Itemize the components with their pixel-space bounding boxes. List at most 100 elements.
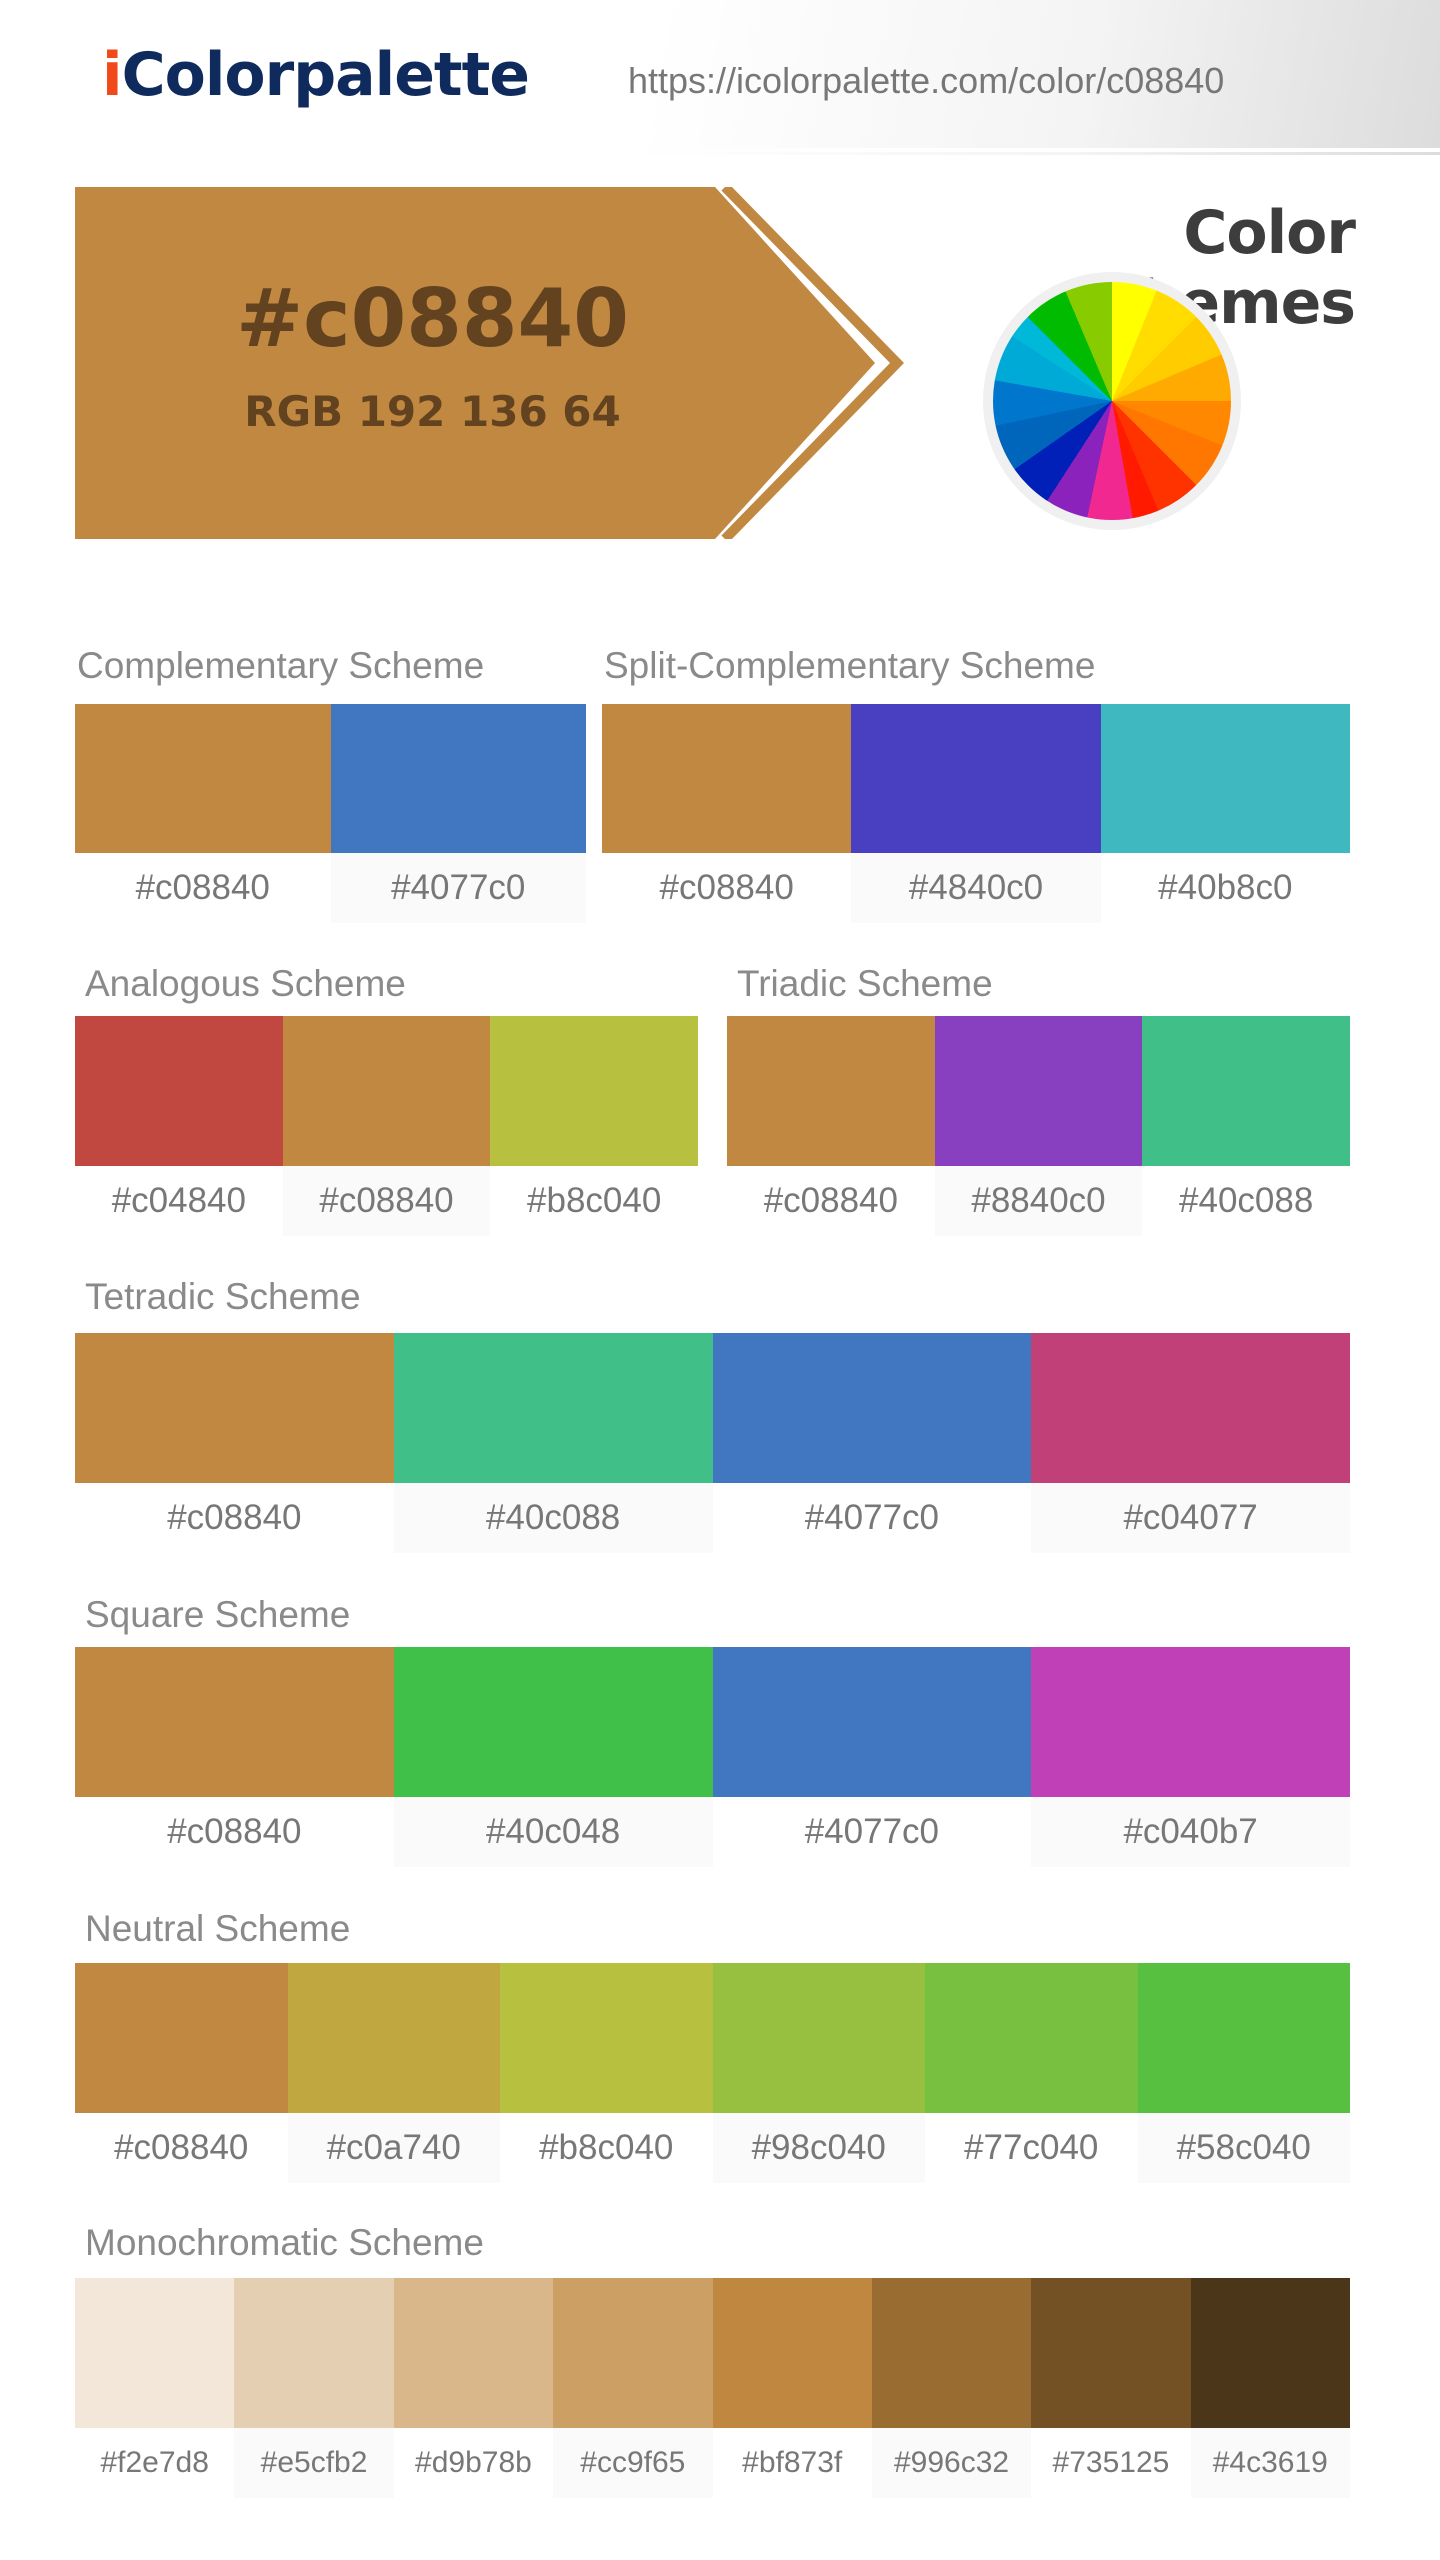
color-swatch[interactable] xyxy=(712,1333,1032,1483)
color-swatch[interactable] xyxy=(712,2278,872,2428)
color-swatch[interactable] xyxy=(1031,1333,1350,1483)
swatch-hex-label[interactable]: #4840c0 xyxy=(851,853,1101,923)
swatch-cell[interactable]: #c08840 xyxy=(75,1647,394,1867)
swatch-hex-label[interactable]: #98c040 xyxy=(712,2113,925,2183)
swatch-cell[interactable]: #d9b78b xyxy=(393,2278,554,2498)
swatch-cell[interactable]: #c08840 xyxy=(727,1016,935,1236)
swatch-cell[interactable]: #c0a740 xyxy=(287,1963,500,2183)
color-swatch[interactable] xyxy=(75,1963,288,2113)
logo[interactable]: iColorpalette xyxy=(102,40,530,110)
swatch-hex-label[interactable]: #b8c040 xyxy=(539,2128,674,2167)
swatch-cell[interactable]: #4077c0 xyxy=(330,704,586,923)
color-swatch[interactable] xyxy=(393,2278,554,2428)
swatch-cell[interactable]: #4c3619 xyxy=(1190,2278,1350,2498)
swatch-cell[interactable]: #f2e7d8 xyxy=(75,2278,235,2498)
swatch-cell[interactable]: #c04840 xyxy=(75,1016,283,1236)
swatch-cell[interactable]: #4077c0 xyxy=(712,1647,1032,1867)
swatch-cell[interactable]: #cc9f65 xyxy=(553,2278,713,2498)
color-swatch[interactable] xyxy=(934,1016,1143,1166)
swatch-cell[interactable]: #58c040 xyxy=(1137,1963,1350,2183)
swatch-hex-label[interactable]: #4077c0 xyxy=(804,1812,940,1851)
color-swatch[interactable] xyxy=(925,1963,1138,2113)
swatch-hex-label[interactable]: #c08840 xyxy=(659,868,794,907)
color-swatch[interactable] xyxy=(393,1333,713,1483)
color-swatch[interactable] xyxy=(851,704,1101,853)
color-swatch[interactable] xyxy=(712,1963,925,2113)
swatch-hex-label[interactable]: #c08840 xyxy=(135,868,270,907)
color-swatch[interactable] xyxy=(75,1647,394,1797)
color-swatch[interactable] xyxy=(282,1016,491,1166)
swatch-cell[interactable]: #c08840 xyxy=(282,1016,491,1236)
swatch-cell[interactable]: #c08840 xyxy=(75,1963,288,2183)
color-swatch[interactable] xyxy=(75,704,331,853)
swatch-hex-label[interactable]: #bf873f xyxy=(742,2446,843,2479)
color-swatch[interactable] xyxy=(1031,1647,1350,1797)
color-swatch[interactable] xyxy=(1190,2278,1350,2428)
color-swatch[interactable] xyxy=(1137,1963,1350,2113)
swatch-cell[interactable]: #b8c040 xyxy=(490,1016,699,1236)
swatch-hex-label[interactable]: #996c32 xyxy=(871,2428,1032,2498)
swatch-hex-label[interactable]: #c08840 xyxy=(114,2128,249,2167)
swatch-cell[interactable]: #40c088 xyxy=(1142,1016,1351,1236)
color-swatch[interactable] xyxy=(1142,1016,1351,1166)
swatch-cell[interactable]: #b8c040 xyxy=(500,1963,713,2183)
color-swatch[interactable] xyxy=(1031,2278,1191,2428)
swatch-cell[interactable]: #c08840 xyxy=(75,704,331,923)
color-swatch[interactable] xyxy=(75,1016,283,1166)
swatch-hex-label[interactable]: #77c040 xyxy=(964,2128,1099,2167)
color-swatch[interactable] xyxy=(490,1016,699,1166)
swatch-hex-label[interactable]: #40c048 xyxy=(393,1797,713,1867)
swatch-hex-label[interactable]: #c08840 xyxy=(763,1181,898,1220)
swatch-hex-label[interactable]: #d9b78b xyxy=(415,2446,532,2479)
swatch-hex-label[interactable]: #40c088 xyxy=(1179,1181,1314,1220)
swatch-cell[interactable]: #c08840 xyxy=(75,1333,394,1553)
color-swatch[interactable] xyxy=(287,1963,500,2113)
swatch-hex-label[interactable]: #40c088 xyxy=(393,1483,713,1553)
swatch-cell[interactable]: #40b8c0 xyxy=(1100,704,1350,923)
swatch-cell[interactable]: #4840c0 xyxy=(851,704,1101,923)
color-swatch[interactable] xyxy=(500,1963,713,2113)
swatch-hex-label[interactable]: #c0a740 xyxy=(287,2113,500,2183)
swatch-hex-label[interactable]: #c040b7 xyxy=(1031,1797,1350,1867)
swatch-cell[interactable]: #996c32 xyxy=(871,2278,1032,2498)
swatch-cell[interactable]: #40c048 xyxy=(393,1647,713,1867)
swatch-cell[interactable]: #c04077 xyxy=(1031,1333,1350,1553)
swatch-cell[interactable]: #bf873f xyxy=(712,2278,872,2498)
swatch-hex-label[interactable]: #b8c040 xyxy=(527,1181,662,1220)
color-swatch[interactable] xyxy=(234,2278,394,2428)
color-swatch[interactable] xyxy=(871,2278,1032,2428)
swatch-cell[interactable]: #735125 xyxy=(1031,2278,1191,2498)
swatch-hex-label[interactable]: #c04077 xyxy=(1031,1483,1350,1553)
swatch-cell[interactable]: #98c040 xyxy=(712,1963,925,2183)
swatch-hex-label[interactable]: #e5cfb2 xyxy=(234,2428,394,2498)
swatch-hex-label[interactable]: #40b8c0 xyxy=(1158,868,1293,907)
color-swatch[interactable] xyxy=(712,1647,1032,1797)
swatch-hex-label[interactable]: #c04840 xyxy=(111,1181,246,1220)
swatch-hex-label[interactable]: #f2e7d8 xyxy=(100,2446,209,2479)
swatch-hex-label[interactable]: #c08840 xyxy=(282,1166,491,1236)
swatch-cell[interactable]: #8840c0 xyxy=(934,1016,1143,1236)
swatch-cell[interactable]: #c040b7 xyxy=(1031,1647,1350,1867)
swatch-hex-label[interactable]: #58c040 xyxy=(1137,2113,1350,2183)
swatch-hex-label[interactable]: #4077c0 xyxy=(804,1498,940,1537)
swatch-cell[interactable]: #4077c0 xyxy=(712,1333,1032,1553)
swatch-cell[interactable]: #77c040 xyxy=(925,1963,1138,2183)
color-swatch[interactable] xyxy=(1100,704,1350,853)
color-swatch[interactable] xyxy=(393,1647,713,1797)
color-swatch[interactable] xyxy=(330,704,586,853)
swatch-hex-label[interactable]: #c08840 xyxy=(167,1812,302,1851)
swatch-hex-label[interactable]: #735125 xyxy=(1052,2446,1170,2479)
swatch-cell[interactable]: #c08840 xyxy=(602,704,852,923)
swatch-hex-label[interactable]: #8840c0 xyxy=(934,1166,1143,1236)
swatch-cell[interactable]: #40c088 xyxy=(393,1333,713,1553)
color-swatch[interactable] xyxy=(553,2278,713,2428)
swatch-hex-label[interactable]: #cc9f65 xyxy=(553,2428,713,2498)
color-swatch[interactable] xyxy=(602,704,852,853)
swatch-cell[interactable]: #e5cfb2 xyxy=(234,2278,394,2498)
color-swatch[interactable] xyxy=(75,1333,394,1483)
color-swatch[interactable] xyxy=(727,1016,935,1166)
swatch-hex-label[interactable]: #c08840 xyxy=(167,1498,302,1537)
swatch-hex-label[interactable]: #4c3619 xyxy=(1190,2428,1350,2498)
swatch-hex-label[interactable]: #4077c0 xyxy=(330,853,586,923)
color-swatch[interactable] xyxy=(75,2278,235,2428)
